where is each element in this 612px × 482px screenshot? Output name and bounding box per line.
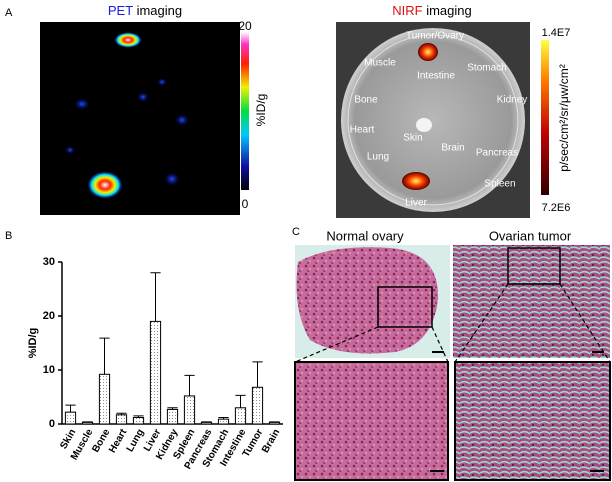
- error-bar: [150, 272, 161, 322]
- pet-title: PET imaging: [108, 3, 182, 18]
- bar: [251, 386, 264, 425]
- x-tick-label: Heart: [107, 427, 130, 455]
- nirf-colorbar: [541, 40, 549, 195]
- panel-letter: B: [5, 230, 12, 242]
- error-bar: [269, 421, 280, 423]
- bar: [132, 417, 145, 425]
- bar: [268, 421, 281, 425]
- bar-chart: 0102030%ID/gSkinMuscleBoneHeartLungLiver…: [27, 256, 283, 471]
- pet-scale-max: 20: [238, 19, 252, 33]
- organ-label: Spleen: [484, 179, 515, 190]
- error-bar: [82, 421, 93, 423]
- organ-label: Heart: [350, 125, 375, 136]
- nirf-image: Tumor/Ovary Muscle Intestine Stomach Bone Kid…: [336, 22, 530, 218]
- pet-title-highlight: PET: [108, 3, 133, 18]
- bar: [183, 395, 196, 425]
- x-tick-label: Brain: [260, 427, 282, 455]
- organ-label: Tumor/Ovary: [406, 31, 464, 42]
- pet-colorbar: [241, 32, 249, 190]
- error-bar: [235, 394, 246, 408]
- error-bar: [167, 407, 178, 410]
- x-tick-label: Lung: [125, 427, 147, 454]
- organ-label: Intestine: [417, 71, 455, 82]
- bar: [98, 373, 111, 425]
- error-bar: [99, 337, 110, 375]
- pet-scale-unit: %ID/g: [254, 94, 268, 127]
- bar: [234, 407, 247, 425]
- error-bar: [133, 415, 144, 418]
- histology-title: Normal ovary: [326, 228, 404, 243]
- bar: [217, 418, 230, 425]
- panel-letter: C: [292, 226, 300, 238]
- error-bar: [218, 417, 229, 420]
- bar: [81, 421, 94, 425]
- y-tick-label: 10: [43, 364, 55, 376]
- error-bar: [201, 421, 212, 423]
- organ-label: Muscle: [364, 58, 396, 69]
- pet-image: [40, 22, 240, 215]
- organ-label: Bone: [354, 95, 378, 106]
- organ-label: Lung: [367, 152, 389, 163]
- bar: [166, 408, 179, 425]
- bar: [149, 320, 162, 425]
- y-tick-label: 0: [49, 418, 55, 430]
- organ-label: Stomach: [467, 63, 506, 74]
- organ-label: Pancreas: [476, 148, 518, 159]
- bar: [115, 414, 128, 425]
- y-tick-label: 30: [43, 256, 55, 268]
- error-bar: [116, 412, 127, 415]
- nirf-title-highlight: NIRF: [392, 3, 422, 18]
- y-tick-label: 20: [43, 310, 55, 322]
- organ-label: Skin: [403, 133, 422, 144]
- organ-label: Kidney: [497, 95, 528, 106]
- organ-label: Liver: [405, 198, 427, 209]
- histology-title: Ovarian tumor: [489, 228, 572, 243]
- pet-scale-min: 0: [242, 197, 249, 211]
- bar: [200, 421, 213, 425]
- histology-images: [294, 245, 611, 481]
- organ-label: Brain: [441, 143, 464, 154]
- error-bar: [65, 404, 76, 413]
- error-bar: [184, 374, 195, 396]
- error-bar: [252, 361, 263, 388]
- nirf-scale-min: 7.2E6: [542, 202, 571, 214]
- pet-title-rest: imaging: [137, 3, 183, 18]
- nirf-title-rest: imaging: [426, 3, 472, 18]
- nirf-scale-unit: p/sec/cm²/sr/μw/cm²: [557, 64, 571, 172]
- panel-letter: A: [5, 7, 13, 19]
- y-axis-label: %ID/g: [27, 328, 39, 359]
- bar: [64, 411, 77, 425]
- nirf-scale-max: 1.4E7: [542, 27, 571, 39]
- nirf-title: NIRF imaging: [392, 3, 472, 18]
